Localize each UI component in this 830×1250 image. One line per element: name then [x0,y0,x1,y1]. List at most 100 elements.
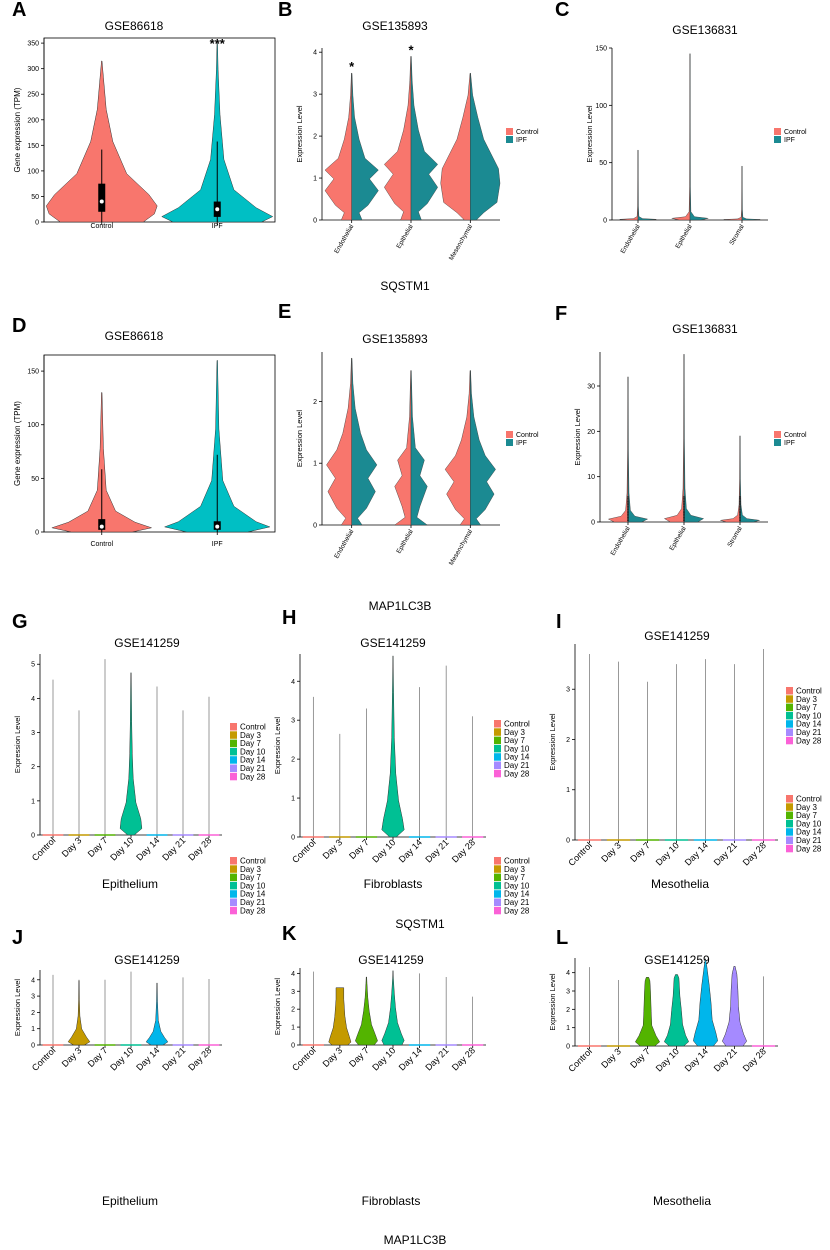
panel-letter: B [278,0,292,21]
panel-d: D GSE86618 0 50 100 150 Gene expression (TPM) C… [12,315,276,548]
outlier-point [627,514,629,517]
legend-label: Day 3 [240,731,261,740]
violin-half-ipf [739,435,760,523]
outlier-point [627,499,629,501]
legend-label: Day 14 [240,890,266,899]
outlier-point [683,500,685,503]
significance-mark: * [408,42,414,57]
y-tick-label: 1 [31,798,35,805]
panel-letter: L [556,927,568,949]
legend-label: Control [240,857,266,866]
y-tick-label: 0 [313,523,317,530]
legend-swatch [786,711,793,720]
legend-label: Day 21 [240,764,266,773]
legend-swatch [230,873,237,882]
panel-f: F GSE136831 0 10 20 30 Expression Level Endothe… [555,303,807,557]
y-tick-label: 3 [291,718,295,725]
legend-swatch [506,136,513,143]
legend-swatch [230,857,237,865]
outlier-point [683,510,685,513]
x-tick-label: Day 3 [599,1046,623,1070]
y-tick-label: 0 [35,530,39,537]
outlier-point [627,502,629,505]
y-axis-label: Expression Level [295,105,304,162]
outlier-point [739,516,741,519]
x-tick-label: Day 14 [397,837,424,864]
x-tick-label: Day 28 [741,840,768,867]
outlier-point [739,502,741,505]
legend-swatch [230,865,237,873]
outlier-point [627,513,629,516]
panel-title: GSE135893 [362,19,428,33]
y-tick-label: 2 [566,1007,570,1014]
violin-day-10 [119,672,143,836]
outlier-point [739,499,741,501]
y-tick-label: 4 [31,696,35,703]
panel-title: GSE136831 [672,23,738,37]
y-tick-label: 4 [31,977,35,984]
outlier-point [627,497,629,500]
legend-swatch [774,136,781,143]
y-axis-label: Expression Level [273,717,282,774]
legend-swatch [786,836,793,844]
legend-label: Control [796,795,822,804]
y-tick-label: 3 [313,92,317,99]
outlier-point [739,495,741,498]
x-tick-label: Endothelial [333,223,355,255]
y-tick-label: 0 [291,835,295,842]
violin-half-ipf [351,358,378,526]
legend-label: IPF [516,137,527,144]
y-tick-label: 200 [27,117,39,124]
outlier-point [739,510,741,513]
violin-half-control [720,435,741,523]
y-tick-label: 100 [595,103,607,110]
legend-swatch [506,439,513,446]
y-tick-label: 2 [291,1007,295,1014]
legend-swatch [494,881,501,890]
y-tick-label: 1 [566,1025,570,1032]
legend-swatch [230,906,237,915]
x-tick-label: Day 7 [628,840,652,864]
x-tick-label: Day 21 [160,1045,187,1072]
violin-half-control [440,73,471,221]
violin-half-ipf [627,376,649,523]
x-tick-label: Day 21 [423,1045,450,1072]
y-tick-label: 3 [31,994,35,1001]
x-axis-title: Epithelium [102,877,158,891]
legend-swatch [774,431,781,438]
panel-title: GSE141259 [114,953,180,967]
x-tick-label: Day 7 [86,835,110,859]
x-axis-title: Mesothelia [651,877,709,891]
violin-day-10 [663,974,690,1047]
y-tick-label: 4 [291,971,295,978]
violin-day-3 [67,980,91,1046]
legend-swatch [494,769,501,778]
legend-label: IPF [784,440,795,447]
legend-swatch [230,756,237,764]
y-tick-label: 2 [291,757,295,764]
legend-label: Day 14 [796,828,822,837]
legend-label: Day 14 [796,720,822,729]
x-tick-label: Day 3 [321,1045,345,1069]
y-tick-label: 1 [566,787,570,794]
outlier-point [739,514,741,517]
y-tick-label: 3 [566,687,570,694]
outlier-point [739,519,741,522]
y-tick-label: 50 [31,476,39,483]
legend-label: Day 10 [504,881,530,890]
legend-label: Control [240,723,266,732]
x-tick-label: IPF [212,541,223,548]
legend-swatch [494,736,501,745]
outlier-point [683,519,685,522]
legend-label: Day 14 [504,753,530,762]
violin-half-control [394,370,412,526]
legend-swatch [786,803,793,811]
y-axis-label: Expression Level [573,408,582,465]
panel-letter: F [555,303,567,325]
outlier-point [683,495,685,498]
legend-swatch [230,723,237,731]
y-tick-label: 0 [31,833,35,840]
y-tick-label: 1 [31,1026,35,1033]
legend-label: Day 7 [796,811,817,820]
